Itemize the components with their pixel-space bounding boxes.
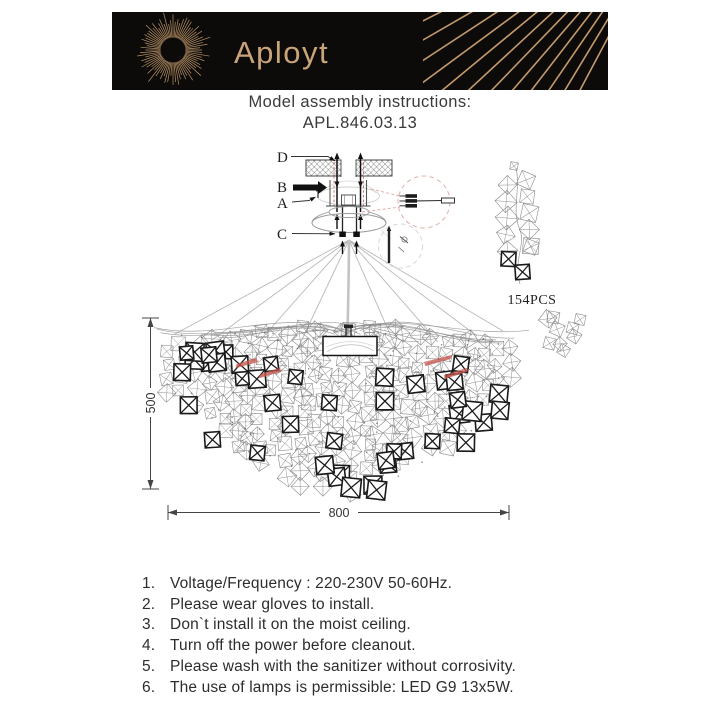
height-dimension-value: 500 [144,393,158,414]
canopy [311,206,387,254]
instruction-text: The use of lamps is permissible: LED G9 … [170,678,514,696]
part-label-b: B [277,180,287,196]
screw-detail [378,223,423,269]
chandelier-center-box [322,324,378,357]
brand-name: Aployt [234,35,330,70]
pcs-count-label: 154PCS [508,293,557,308]
instruction-text: Voltage/Frequency : 220-230V 50-60Hz. [170,575,453,592]
crystal-strand-detail [494,161,540,285]
part-label-a: A [277,196,288,212]
starburst-logo-icon [137,12,211,85]
instruction-item: 5. Please wash with the sanitizer withou… [142,657,516,678]
part-leaders [291,156,336,236]
part-label-c: C [277,227,287,243]
instruction-text: Don`t install it on the moist ceiling. [170,616,411,634]
page-title: Model assembly instructions: [248,93,472,111]
red-highlight-marks [235,354,469,380]
width-dimension: 800 [167,505,510,520]
instruction-item: 4. Turn off the power before cleanout. [142,636,516,657]
instruction-number: 2. [142,595,156,613]
instruction-list: 1. Voltage/Frequency : 220-230V 50-60Hz.… [142,574,516,698]
suspension-cables [174,239,504,349]
height-dimension: 500 [142,317,159,490]
instruction-text: Please wear gloves to install. [170,595,375,613]
instruction-number: 1. [142,575,156,592]
chandelier-crystal-cloud [153,309,587,503]
instruction-number: 4. [142,637,156,655]
instruction-number: 3. [142,616,156,634]
instruction-item: 1. Voltage/Frequency : 220-230V 50-60Hz. [142,574,516,595]
ceiling-mount [305,152,393,229]
instruction-item: 3. Don`t install it on the moist ceiling… [142,615,516,636]
wire-connector-detail [361,175,455,229]
instruction-number: 5. [142,657,156,675]
corner-rays-decoration [423,12,608,90]
instruction-number: 6. [142,678,156,696]
instruction-text: Please wash with the sanitizer without c… [170,657,516,675]
instruction-item: 2. Please wear gloves to install. [142,595,516,616]
width-dimension-value: 800 [329,506,350,520]
model-number: APL.846.03.13 [302,114,418,132]
instruction-text: Turn off the power before cleanout. [170,637,416,655]
instruction-item: 6. The use of lamps is permissible: LED … [142,678,516,699]
brand-banner: Aployt [112,12,608,90]
part-label-d: D [277,150,288,166]
